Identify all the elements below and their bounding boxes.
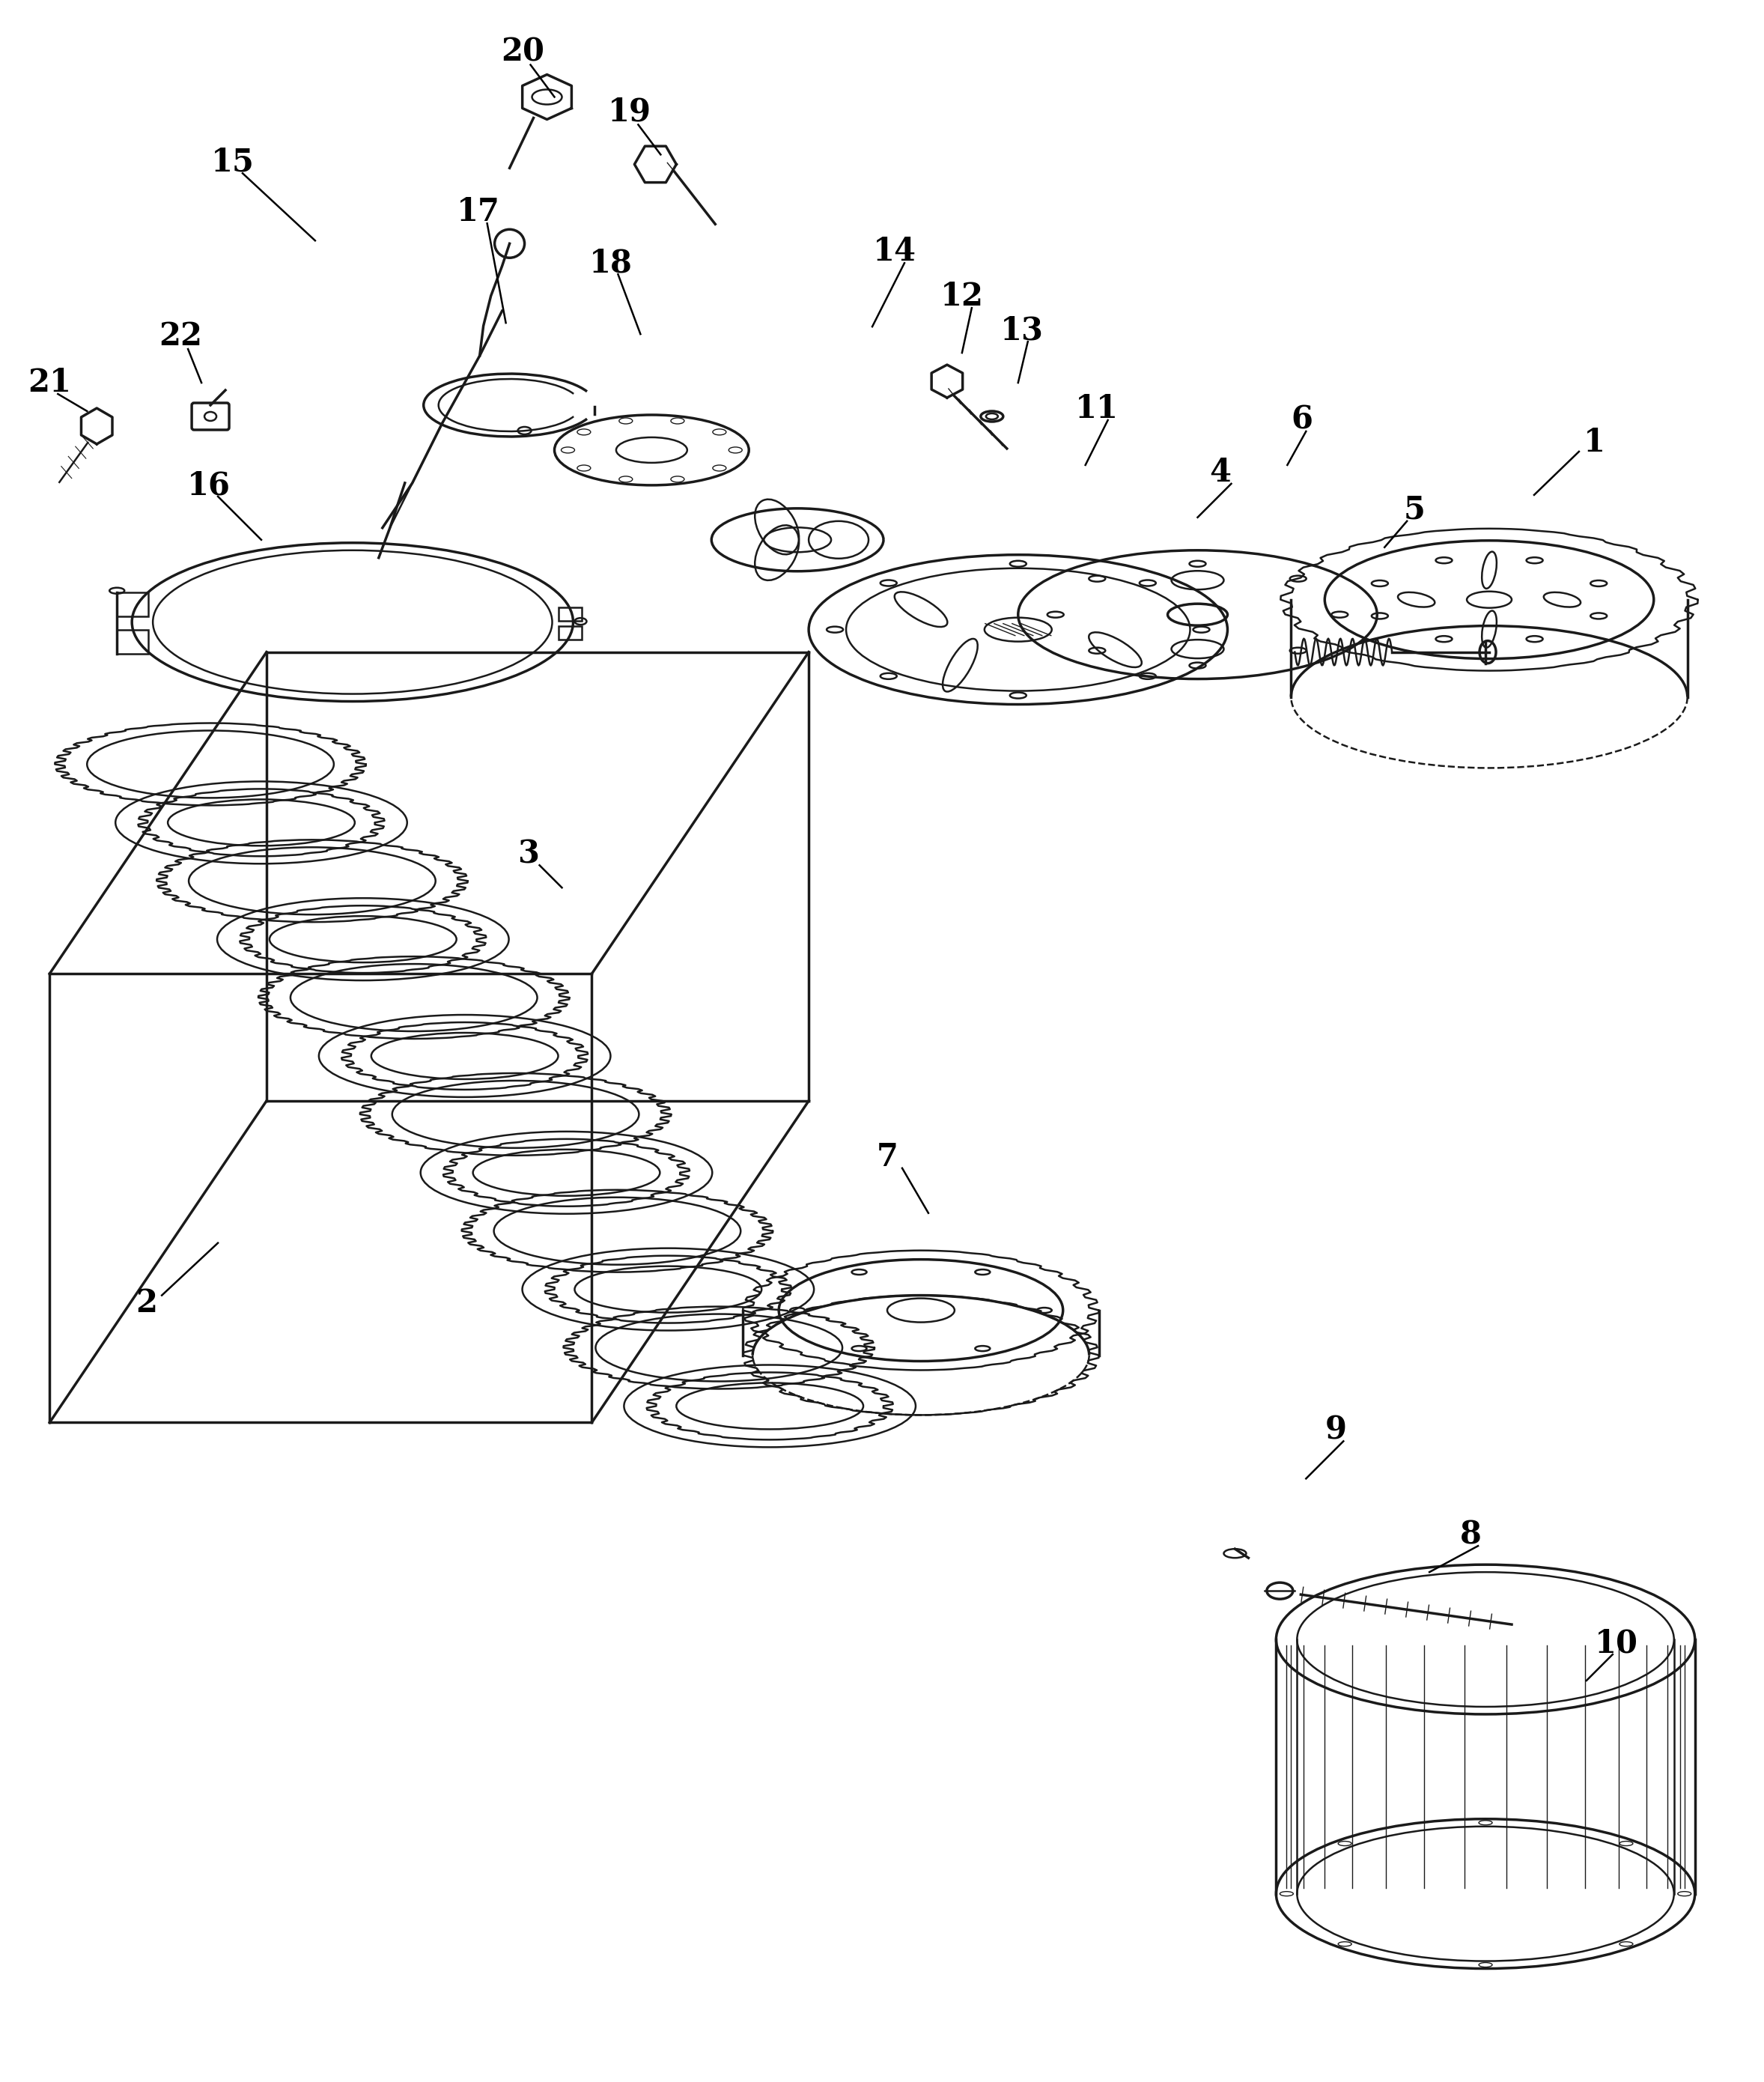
Bar bbox=[557, 627, 582, 639]
Text: 14: 14 bbox=[873, 235, 917, 269]
Text: 5: 5 bbox=[1404, 493, 1425, 525]
Bar bbox=[116, 591, 148, 616]
Text: 10: 10 bbox=[1595, 1628, 1639, 1659]
Text: 9: 9 bbox=[1325, 1414, 1346, 1445]
Text: 3: 3 bbox=[517, 839, 540, 870]
Text: 21: 21 bbox=[28, 366, 71, 398]
Text: 19: 19 bbox=[607, 96, 651, 127]
Text: 16: 16 bbox=[187, 471, 231, 502]
Bar bbox=[557, 608, 582, 620]
Text: 8: 8 bbox=[1461, 1520, 1482, 1551]
Bar bbox=[116, 629, 148, 654]
Text: 13: 13 bbox=[1000, 314, 1044, 346]
Text: 20: 20 bbox=[501, 35, 545, 69]
Text: 6: 6 bbox=[1291, 404, 1312, 435]
Text: 11: 11 bbox=[1074, 393, 1118, 425]
Text: 7: 7 bbox=[877, 1141, 898, 1172]
Text: 12: 12 bbox=[940, 281, 984, 312]
Text: 2: 2 bbox=[136, 1287, 157, 1318]
Text: 17: 17 bbox=[457, 196, 499, 227]
Text: 1: 1 bbox=[1582, 427, 1605, 458]
Text: 4: 4 bbox=[1208, 456, 1231, 487]
Text: 15: 15 bbox=[212, 146, 254, 177]
Text: 18: 18 bbox=[589, 248, 632, 279]
Text: 22: 22 bbox=[159, 321, 203, 352]
